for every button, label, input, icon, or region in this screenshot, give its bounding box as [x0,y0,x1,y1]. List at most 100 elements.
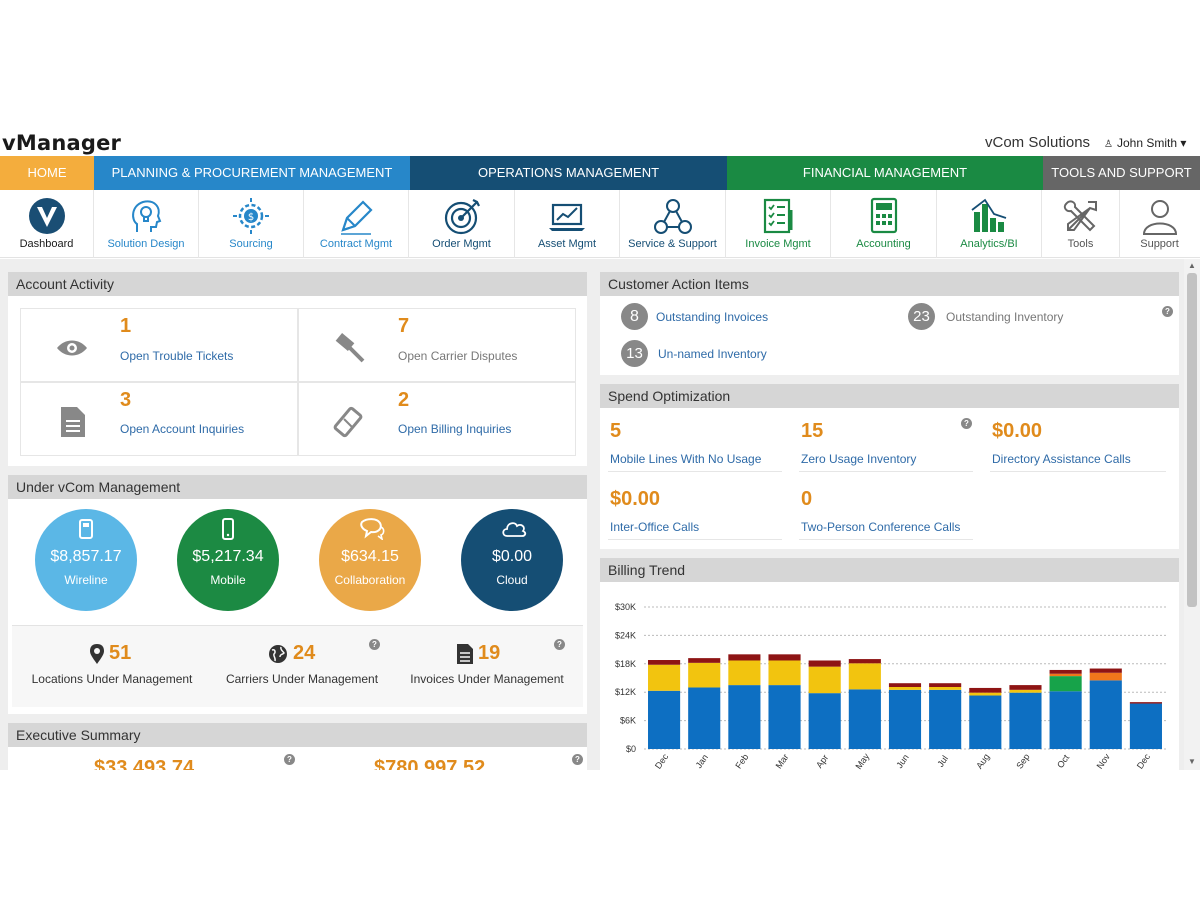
pen-icon [341,200,373,235]
stat-label: Invoices Under Management [410,672,564,686]
module-label: Accounting [856,238,911,250]
spend-circle-collaboration[interactable]: $634.15 Collaboration [319,509,421,611]
bar-segment [929,683,962,687]
main-nav: HOME PLANNING & PROCUREMENT MANAGEMENT O… [0,156,1200,190]
activity-label: Open Trouble Tickets [120,349,234,363]
app-logo: vManager [2,131,122,155]
module-invoice[interactable]: Invoice Mgmt [726,190,831,258]
vcom-logo-icon [28,198,65,234]
svg-text:$: $ [248,212,254,223]
cloud-icon [502,522,527,537]
spend-item-mobile-no-usage[interactable]: 5 Mobile Lines With No Usage [608,414,782,472]
panel-title: Executive Summary [8,723,587,747]
mobile-icon [222,518,234,540]
circle-amount: $0.00 [491,548,533,565]
help-icon[interactable]: ? [1162,306,1173,317]
spend-item-inter-office[interactable]: $0.00 Inter-Office Calls [608,482,782,540]
stat-invoices[interactable]: 19 Invoices Under Management [387,642,587,702]
company-name: vCom Solutions [985,134,1091,151]
top-bar: vManager vCom Solutions ♙ John Smith ▾ [0,128,1200,156]
circle-label: Cloud [496,573,528,587]
nav-operations[interactable]: OPERATIONS MANAGEMENT [410,156,727,190]
x-tick-label: Mar [774,752,791,770]
spend-item-directory-assistance[interactable]: $0.00 Directory Assistance Calls [990,414,1166,472]
bar-segment [848,659,881,664]
action-outstanding-inventory[interactable]: 23 Outstanding Inventory [908,303,1158,333]
action-outstanding-invoices[interactable]: 8 Outstanding Invoices [621,303,871,333]
module-service-support[interactable]: Service & Support [620,190,726,258]
module-solution-design[interactable]: Solution Design [94,190,199,258]
module-tools[interactable]: Tools [1042,190,1120,258]
help-icon[interactable]: ? [369,639,380,650]
panel-title: Under vCom Management [8,475,587,499]
module-sourcing[interactable]: $ Sourcing [199,190,304,258]
scroll-down-icon[interactable]: ▼ [1188,757,1196,766]
x-tick-label: Oct [1055,752,1072,770]
activity-tile-carrier-disputes[interactable]: 7 Open Carrier Disputes [298,308,576,382]
stat-locations[interactable]: 51 Locations Under Management [12,642,212,702]
globe-icon [269,645,287,663]
bar-segment [688,662,721,688]
bar-segment [1049,669,1082,674]
nav-planning-procurement[interactable]: PLANNING & PROCUREMENT MANAGEMENT [94,156,410,190]
panel-title: Account Activity [8,272,587,296]
spend-circle-wireline[interactable]: $8,857.17 Wireline [35,509,137,611]
scroll-up-icon[interactable]: ▲ [1188,261,1196,270]
y-tick-label: $0 [626,744,636,754]
spend-item-two-person-conference[interactable]: 0 Two-Person Conference Calls [799,482,973,540]
spend-circle-mobile[interactable]: $5,217.34 Mobile [177,509,279,611]
activity-label: Open Billing Inquiries [398,422,512,436]
module-label: Contract Mgmt [319,238,393,250]
bar-segment [1009,685,1042,690]
nav-financial[interactable]: FINANCIAL MANAGEMENT [727,156,1043,190]
spend-label: Inter-Office Calls [610,520,700,534]
activity-label: Open Account Inquiries [120,422,245,436]
bar-segment [688,687,721,749]
summary-value: $33,493.74 [94,757,195,770]
activity-value: 1 [120,315,132,337]
bar-segment [648,690,681,749]
x-tick-label: Sep [1014,752,1031,770]
module-order[interactable]: Order Mgmt [409,190,515,258]
count-badge: 13 [621,340,648,367]
spend-value: 0 [801,488,813,510]
module-asset[interactable]: Asset Mgmt [515,190,620,258]
help-icon[interactable]: ? [572,754,583,765]
nav-tools-support[interactable]: TOOLS AND SUPPORT [1043,156,1200,190]
file-icon [457,644,473,664]
bar-segment [848,663,881,690]
spend-item-zero-usage[interactable]: 15 Zero Usage Inventory [799,414,973,472]
bar-segment [1049,673,1082,677]
module-label: Solution Design [107,238,185,250]
activity-tile-account-inquiries[interactable]: 3 Open Account Inquiries [20,382,298,456]
help-icon[interactable]: ? [961,418,972,429]
scroll-thumb[interactable] [1187,273,1197,607]
spend-circle-cloud[interactable]: $0.00 Cloud [461,509,563,611]
module-label: Dashboard [19,238,74,250]
circle-label: Collaboration [334,573,406,587]
activity-value: 3 [120,389,132,411]
stat-carriers[interactable]: 24 Carriers Under Management [202,642,402,702]
module-support[interactable]: Support [1120,190,1199,258]
module-label: Analytics/BI [960,238,1018,250]
invoice-checklist-icon [763,198,793,234]
module-accounting[interactable]: Accounting [831,190,937,258]
action-unnamed-inventory[interactable]: 13 Un-named Inventory [621,340,871,370]
bar-segment [848,689,881,749]
module-contract[interactable]: Contract Mgmt [304,190,409,258]
activity-tile-trouble-tickets[interactable]: 1 Open Trouble Tickets [20,308,298,382]
help-icon[interactable]: ? [554,639,565,650]
activity-tile-billing-inquiries[interactable]: 2 Open Billing Inquiries [298,382,576,456]
module-label: Order Mgmt [432,238,491,250]
panel-title: Spend Optimization [600,384,1179,408]
help-icon[interactable]: ? [284,754,295,765]
bar-chart-icon [971,198,1007,232]
spend-value: 15 [801,420,824,442]
user-menu[interactable]: ♙ John Smith ▾ [1104,136,1186,150]
bar-segment [688,658,721,663]
module-dashboard[interactable]: Dashboard [0,190,94,258]
nav-home[interactable]: HOME [0,156,94,190]
circle-label: Wireline [64,573,108,587]
vertical-scrollbar[interactable]: ▲ ▼ [1184,259,1200,770]
module-analytics[interactable]: Analytics/BI [937,190,1042,258]
